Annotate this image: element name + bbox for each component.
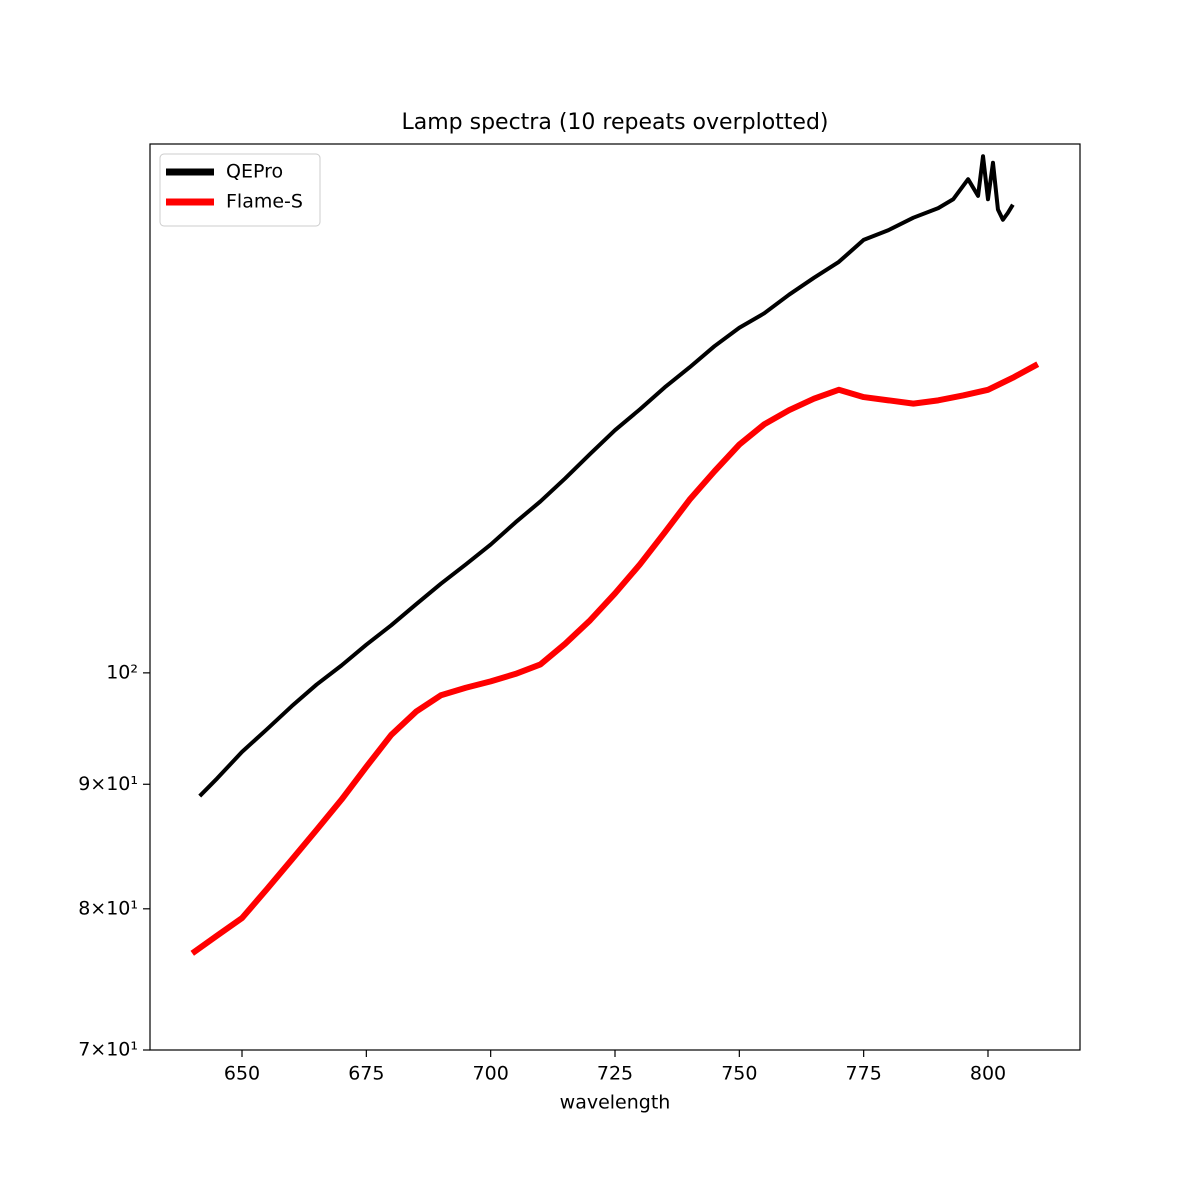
x-tick-label: 800: [970, 1063, 1006, 1085]
x-axis-label: wavelength: [560, 1092, 671, 1114]
series-line: [198, 154, 1015, 798]
series-line: [190, 361, 1040, 956]
y-tick-label: 10²: [106, 661, 138, 683]
legend-label: QEPro: [226, 161, 283, 183]
y-tick-label: 7×10¹: [78, 1039, 138, 1061]
legend-label: Flame-S: [226, 191, 303, 213]
x-tick-label: 775: [846, 1063, 882, 1085]
x-tick-label: 725: [597, 1063, 633, 1085]
y-tick-label: 8×10¹: [78, 897, 138, 919]
x-tick-label: 700: [473, 1063, 509, 1085]
x-tick-label: 750: [721, 1063, 757, 1085]
y-tick-label: 9×10¹: [78, 773, 138, 795]
chart-title: Lamp spectra (10 repeats overplotted): [402, 110, 829, 135]
x-tick-label: 675: [348, 1063, 384, 1085]
x-tick-label: 650: [224, 1063, 260, 1085]
